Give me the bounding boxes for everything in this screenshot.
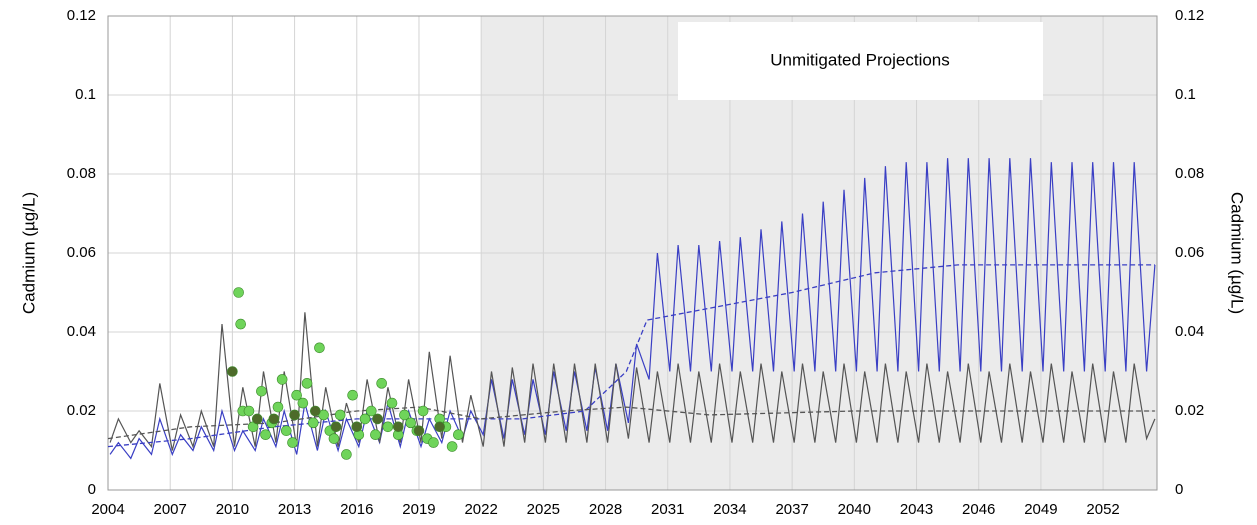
y-tick-label: 0.04 xyxy=(67,323,96,340)
x-tick-label: 2022 xyxy=(464,501,497,518)
y-tick-label: 0.02 xyxy=(67,402,96,419)
y2-tick-label: 0.1 xyxy=(1175,86,1196,103)
data-point xyxy=(280,425,292,437)
y-tick-label: 0.08 xyxy=(67,165,96,182)
data-point xyxy=(260,429,271,441)
data-point xyxy=(251,413,263,425)
series-line xyxy=(109,158,1156,460)
data-point xyxy=(289,409,300,421)
y2-tick-label: 0.08 xyxy=(1175,165,1204,182)
y-tick-label: 0.06 xyxy=(67,244,96,261)
data-point xyxy=(382,421,394,433)
plot-border xyxy=(107,15,1158,491)
data-point xyxy=(307,417,319,429)
x-tick-label: 2007 xyxy=(154,501,187,518)
x-tick-label: 2034 xyxy=(713,501,746,518)
data-point xyxy=(235,318,246,330)
x-tick-label: 2013 xyxy=(278,501,311,518)
x-tick-label: 2016 xyxy=(340,501,373,518)
data-point xyxy=(243,405,255,417)
data-point xyxy=(310,405,321,417)
data-point xyxy=(314,342,325,354)
data-point xyxy=(276,374,288,385)
x-tick-label: 2010 xyxy=(216,501,249,518)
x-tick-label: 2043 xyxy=(900,501,933,518)
y-tick-label: 0.1 xyxy=(75,86,96,103)
x-tick-label: 2025 xyxy=(527,501,560,518)
data-point xyxy=(347,389,358,401)
data-point xyxy=(287,437,298,448)
data-point xyxy=(297,397,309,409)
data-point xyxy=(341,449,352,460)
data-point xyxy=(434,421,445,433)
y2-tick-label: 0.06 xyxy=(1175,244,1204,261)
x-tick-label: 2031 xyxy=(651,501,684,518)
x-tick-label: 2052 xyxy=(1086,501,1119,518)
data-point xyxy=(446,441,458,452)
data-point xyxy=(392,421,404,433)
data-point xyxy=(233,287,244,298)
x-tick-label: 2028 xyxy=(589,501,622,518)
data-point xyxy=(372,413,383,425)
data-point xyxy=(405,417,416,429)
data-point xyxy=(386,397,398,409)
data-point xyxy=(256,385,267,397)
data-point xyxy=(417,405,429,417)
x-tick-label: 2004 xyxy=(91,501,124,518)
data-point xyxy=(365,405,377,417)
x-tick-label: 2046 xyxy=(962,501,995,518)
data-point xyxy=(428,437,439,448)
y2-tick-label: 0.12 xyxy=(1175,7,1204,24)
data-point xyxy=(453,429,464,441)
trend-line xyxy=(107,264,1155,448)
data-point xyxy=(328,433,340,444)
x-tick-label: 2019 xyxy=(402,501,435,518)
annotation-box xyxy=(678,22,1043,100)
data-point xyxy=(399,409,410,421)
x-tick-label: 2049 xyxy=(1024,501,1057,518)
data-point xyxy=(227,366,238,377)
y2-axis-title: Cadmium (µg/L) xyxy=(1228,192,1247,314)
y2-tick-label: 0 xyxy=(1175,481,1183,498)
x-tick-label: 2040 xyxy=(838,501,871,518)
data-point xyxy=(291,389,302,401)
data-point xyxy=(413,425,425,437)
annotation: Unmitigated Projections xyxy=(770,50,950,69)
data-point xyxy=(268,413,280,425)
y2-tick-label: 0.02 xyxy=(1175,402,1204,419)
data-point xyxy=(351,421,363,433)
data-point xyxy=(272,401,284,413)
trend-line xyxy=(107,406,1155,440)
data-point xyxy=(334,409,346,421)
y2-tick-label: 0.04 xyxy=(1175,323,1204,340)
data-point xyxy=(301,378,313,389)
data-point xyxy=(376,378,387,389)
y-axis-title: Cadmium (µg/L) xyxy=(19,192,38,314)
data-point xyxy=(330,421,342,433)
y-tick-label: 0.12 xyxy=(67,7,96,24)
data-point xyxy=(370,429,381,441)
x-tick-label: 2037 xyxy=(775,501,808,518)
y-tick-label: 0 xyxy=(88,481,96,498)
data-point xyxy=(359,413,371,425)
